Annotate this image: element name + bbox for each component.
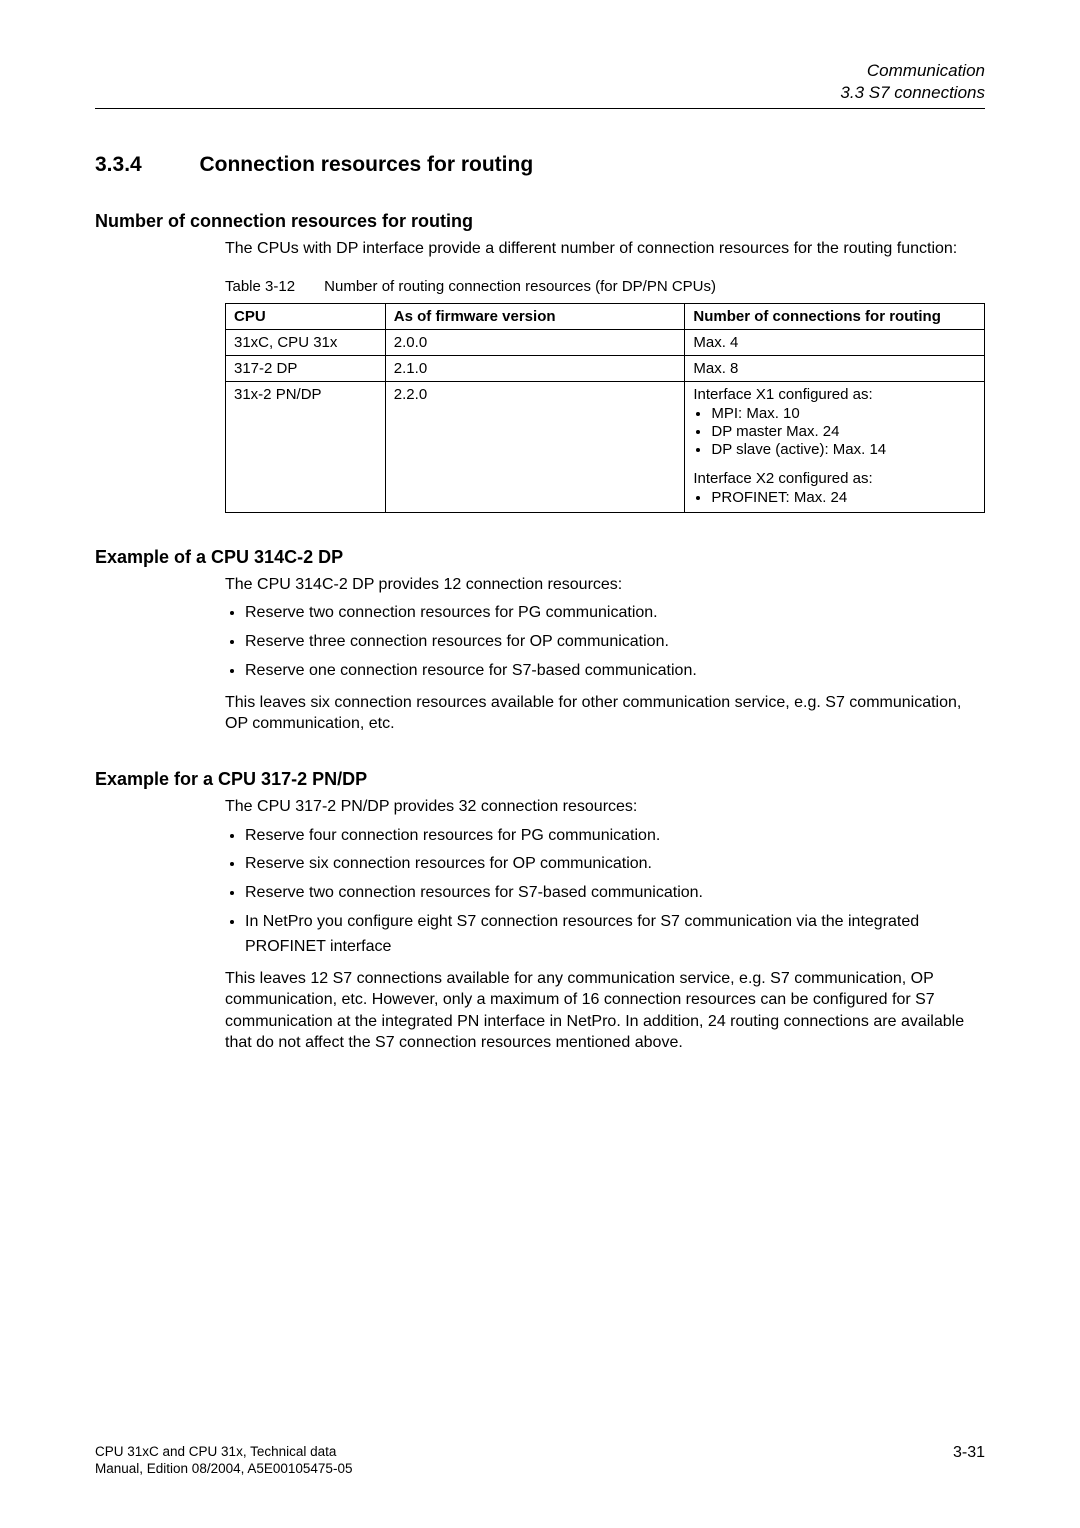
td: 31xC, CPU 31x [226,329,386,355]
td: Interface X1 configured as: MPI: Max. 10… [685,381,985,512]
section-heading: 3.3.4 Connection resources for routing [95,153,985,177]
header-chapter: Communication [95,60,985,82]
table-row: 31xC, CPU 31x 2.0.0 Max. 4 [226,329,985,355]
page-number: 3-31 [953,1443,985,1464]
running-header: Communication 3.3 S7 connections [95,60,985,104]
td: 317-2 DP [226,355,386,381]
list-item: Reserve four connection resources for PG… [245,824,985,849]
th-connections: Number of connections for routing [685,303,985,329]
footer-line1: CPU 31xC and CPU 31x, Technical data [95,1443,985,1461]
page: Communication 3.3 S7 connections 3.3.4 C… [0,0,1080,1528]
list-item: DP master Max. 24 [711,423,976,440]
section-number: 3.3.4 [95,153,195,177]
td: 2.1.0 [385,355,685,381]
cell-list: PROFINET: Max. 24 [693,489,976,506]
cell-list: MPI: Max. 10 DP master Max. 24 DP slave … [693,405,976,458]
para: The CPU 317-2 PN/DP provides 32 connecti… [225,796,985,818]
bullet-list: Reserve two connection resources for PG … [225,601,985,683]
table-caption-text: Number of routing connection resources (… [324,278,716,295]
subheading-example-314c: Example of a CPU 314C-2 DP [95,547,985,568]
list-item: Reserve three connection resources for O… [245,630,985,655]
header-section: 3.3 S7 connections [95,82,985,104]
para: This leaves six connection resources ava… [225,692,985,735]
list-item: MPI: Max. 10 [711,405,976,422]
page-footer: 3-31 CPU 31xC and CPU 31x, Technical dat… [95,1443,985,1478]
cell-text: Interface X2 configured as: [693,470,976,487]
list-item: Reserve one connection resource for S7-b… [245,659,985,684]
cell-text: Interface X1 configured as: [693,386,976,403]
para: This leaves 12 S7 connections available … [225,968,985,1054]
bullet-list: Reserve four connection resources for PG… [225,824,985,960]
table-caption: Table 3-12 Number of routing connection … [225,278,985,295]
list-item: Reserve six connection resources for OP … [245,852,985,877]
list-item: PROFINET: Max. 24 [711,489,976,506]
subheading-resources: Number of connection resources for routi… [95,211,985,232]
table-caption-label: Table 3-12 [225,278,320,295]
td: 31x-2 PN/DP [226,381,386,512]
td: 2.0.0 [385,329,685,355]
table-header-row: CPU As of firmware version Number of con… [226,303,985,329]
th-firmware: As of firmware version [385,303,685,329]
list-item: Reserve two connection resources for PG … [245,601,985,626]
para: The CPU 314C-2 DP provides 12 connection… [225,574,985,596]
table-row: 31x-2 PN/DP 2.2.0 Interface X1 configure… [226,381,985,512]
list-item: In NetPro you configure eight S7 connect… [245,910,985,960]
td: 2.2.0 [385,381,685,512]
list-item: DP slave (active): Max. 14 [711,441,976,458]
list-item: Reserve two connection resources for S7-… [245,881,985,906]
section-title: Connection resources for routing [199,153,533,176]
table-row: 317-2 DP 2.1.0 Max. 8 [226,355,985,381]
footer-line2: Manual, Edition 08/2004, A5E00105475-05 [95,1460,985,1478]
td: Max. 4 [685,329,985,355]
routing-table: CPU As of firmware version Number of con… [225,303,985,513]
subheading-example-317: Example for a CPU 317-2 PN/DP [95,769,985,790]
header-rule [95,108,985,109]
th-cpu: CPU [226,303,386,329]
td: Max. 8 [685,355,985,381]
para-resources-intro: The CPUs with DP interface provide a dif… [225,238,985,260]
